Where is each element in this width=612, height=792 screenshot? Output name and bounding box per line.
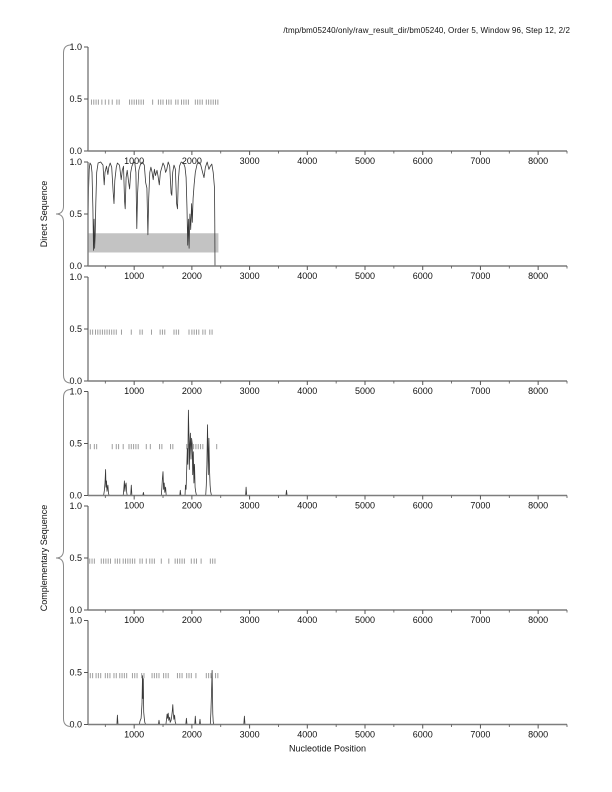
x-tick-label: 4000	[297, 730, 317, 740]
y-tick-label: 0.0	[69, 146, 82, 156]
complementary-sequence-label: Complementary Sequence	[39, 505, 49, 612]
x-tick-label: 6000	[413, 156, 433, 166]
x-tick-label: 3000	[240, 615, 260, 625]
panel-curve-direct-coding-potential	[87, 161, 216, 267]
y-tick-label: 0.5	[69, 209, 82, 219]
x-tick-label: 8000	[528, 386, 548, 396]
x-tick-label: 8000	[528, 271, 548, 281]
x-tick-label: 1000	[124, 271, 144, 281]
y-tick-label: 1.0	[69, 42, 82, 52]
direct-sequence-label: Direct Sequence	[39, 181, 49, 248]
x-tick-label: 6000	[413, 615, 433, 625]
y-tick-label: 1.0	[69, 157, 82, 167]
x-tick-label: 7000	[470, 156, 490, 166]
y-tick-label: 0.0	[69, 261, 82, 271]
x-tick-label: 7000	[470, 730, 490, 740]
x-tick-label: 5000	[355, 501, 375, 511]
y-tick-label: 0.5	[69, 439, 82, 449]
panel-curve-complementary-coding-potential-b	[88, 670, 567, 725]
plot-title: /tmp/bm05240/only/raw_result_dir/bm05240…	[283, 26, 570, 35]
x-tick-label: 8000	[528, 501, 548, 511]
x-tick-label: 7000	[470, 501, 490, 511]
x-tick-label: 2000	[182, 156, 202, 166]
y-tick-label: 0.0	[69, 376, 82, 386]
y-tick-label: 0.0	[69, 720, 82, 730]
y-tick-label: 0.5	[69, 94, 82, 104]
x-axis-title: Nucleotide Position	[289, 744, 366, 754]
x-tick-label: 3000	[240, 501, 260, 511]
x-tick-label: 6000	[413, 501, 433, 511]
x-tick-label: 4000	[297, 156, 317, 166]
x-tick-label: 7000	[470, 271, 490, 281]
y-tick-label: 0.5	[69, 553, 82, 563]
x-tick-label: 3000	[240, 156, 260, 166]
x-tick-label: 7000	[470, 386, 490, 396]
complementary-sequence-brace	[55, 389, 72, 727]
x-tick-label: 2000	[182, 386, 202, 396]
y-tick-label: 0.5	[69, 668, 82, 678]
x-tick-label: 4000	[297, 386, 317, 396]
x-tick-label: 5000	[355, 615, 375, 625]
x-tick-label: 2000	[182, 271, 202, 281]
x-tick-label: 4000	[297, 615, 317, 625]
x-tick-label: 1000	[124, 156, 144, 166]
x-tick-label: 1000	[124, 730, 144, 740]
x-tick-label: 3000	[240, 386, 260, 396]
x-tick-label: 5000	[355, 730, 375, 740]
x-tick-label: 4000	[297, 271, 317, 281]
x-tick-label: 5000	[355, 386, 375, 396]
x-tick-label: 3000	[240, 730, 260, 740]
y-tick-label: 1.0	[69, 387, 82, 397]
x-tick-label: 2000	[182, 615, 202, 625]
x-tick-label: 2000	[182, 730, 202, 740]
x-tick-label: 2000	[182, 501, 202, 511]
y-tick-label: 1.0	[69, 272, 82, 282]
x-tick-label: 1000	[124, 386, 144, 396]
x-tick-label: 8000	[528, 156, 548, 166]
y-tick-label: 0.5	[69, 324, 82, 334]
x-tick-label: 3000	[240, 271, 260, 281]
x-tick-label: 6000	[413, 271, 433, 281]
x-tick-label: 4000	[297, 501, 317, 511]
x-tick-label: 1000	[124, 501, 144, 511]
threshold-band	[88, 233, 219, 253]
y-tick-label: 1.0	[69, 501, 82, 511]
y-tick-label: 0.0	[69, 491, 82, 501]
y-tick-label: 1.0	[69, 616, 82, 626]
y-tick-label: 0.0	[69, 605, 82, 615]
x-tick-label: 5000	[355, 156, 375, 166]
x-tick-label: 6000	[413, 386, 433, 396]
direct-sequence-brace	[55, 44, 72, 384]
x-tick-label: 6000	[413, 730, 433, 740]
x-tick-label: 5000	[355, 271, 375, 281]
x-tick-label: 8000	[528, 730, 548, 740]
x-tick-label: 7000	[470, 615, 490, 625]
x-tick-label: 8000	[528, 615, 548, 625]
panel-curve-complementary-coding-potential-a	[88, 409, 567, 496]
x-tick-label: 1000	[124, 615, 144, 625]
